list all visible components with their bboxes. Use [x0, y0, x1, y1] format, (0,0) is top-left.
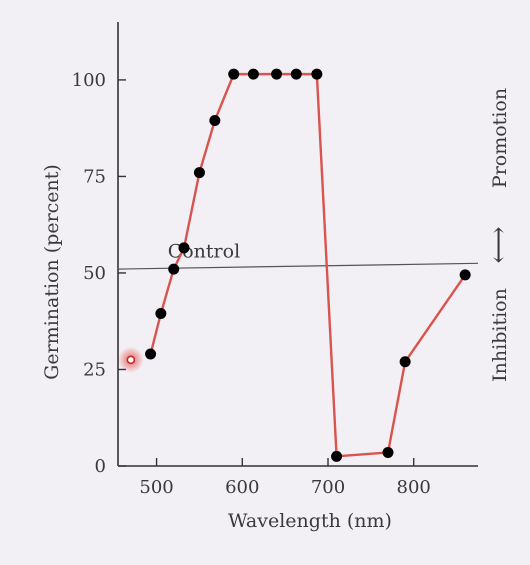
- promotion-label: Promotion: [489, 88, 511, 188]
- data-point: [460, 269, 471, 280]
- y-tick-label: 100: [72, 70, 106, 91]
- data-point: [194, 167, 205, 178]
- series: [145, 69, 471, 462]
- x-tick-label: 800: [397, 477, 431, 498]
- data-point: [228, 69, 239, 80]
- x-axis-title: Wavelength (nm): [228, 510, 392, 532]
- highlight-point: [127, 356, 134, 363]
- data-point: [248, 69, 259, 80]
- y-tick-label: 75: [83, 166, 106, 187]
- data-point: [400, 356, 411, 367]
- y-tick-label: 50: [83, 263, 106, 284]
- inhibition-label: Inhibition: [489, 288, 511, 382]
- data-point: [179, 242, 190, 253]
- x-tick-label: 600: [225, 477, 259, 498]
- data-point: [168, 264, 179, 275]
- y-axis-title: Germination (percent): [41, 164, 63, 380]
- data-point: [311, 69, 322, 80]
- double-arrow-icon: ⟷: [484, 226, 514, 263]
- data-point: [291, 69, 302, 80]
- data-point: [209, 115, 220, 126]
- y-tick-label: 25: [83, 359, 106, 380]
- x-tick-label: 500: [139, 477, 173, 498]
- data-point: [383, 447, 394, 458]
- inhibition-promotion-annotation: Inhibition ⟷ Promotion: [484, 88, 514, 382]
- data-point: [155, 308, 166, 319]
- series-line: [151, 74, 466, 456]
- ticks: 0 25 50 75 100 500 600 700 800: [72, 70, 431, 498]
- x-tick-label: 700: [311, 477, 345, 498]
- data-point: [145, 349, 156, 360]
- data-point: [271, 69, 282, 80]
- data-point: [331, 451, 342, 462]
- y-tick-label: 0: [95, 456, 106, 477]
- highlight: [118, 347, 144, 373]
